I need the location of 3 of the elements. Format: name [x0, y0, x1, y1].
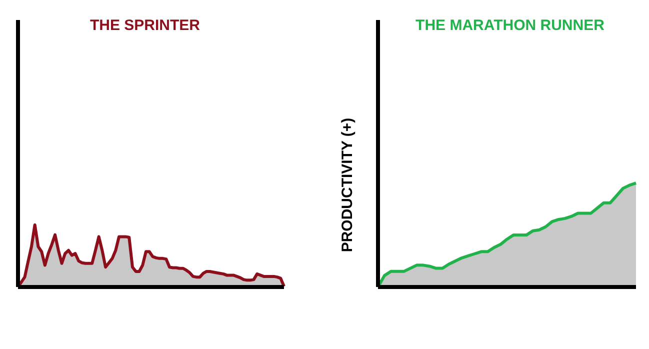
chart-title: THE MARATHON RUNNER — [414, 17, 606, 34]
y-axis-title: PRODUCTIVITY (+) — [338, 116, 357, 254]
chart-title: THE SPRINTER — [88, 17, 201, 34]
